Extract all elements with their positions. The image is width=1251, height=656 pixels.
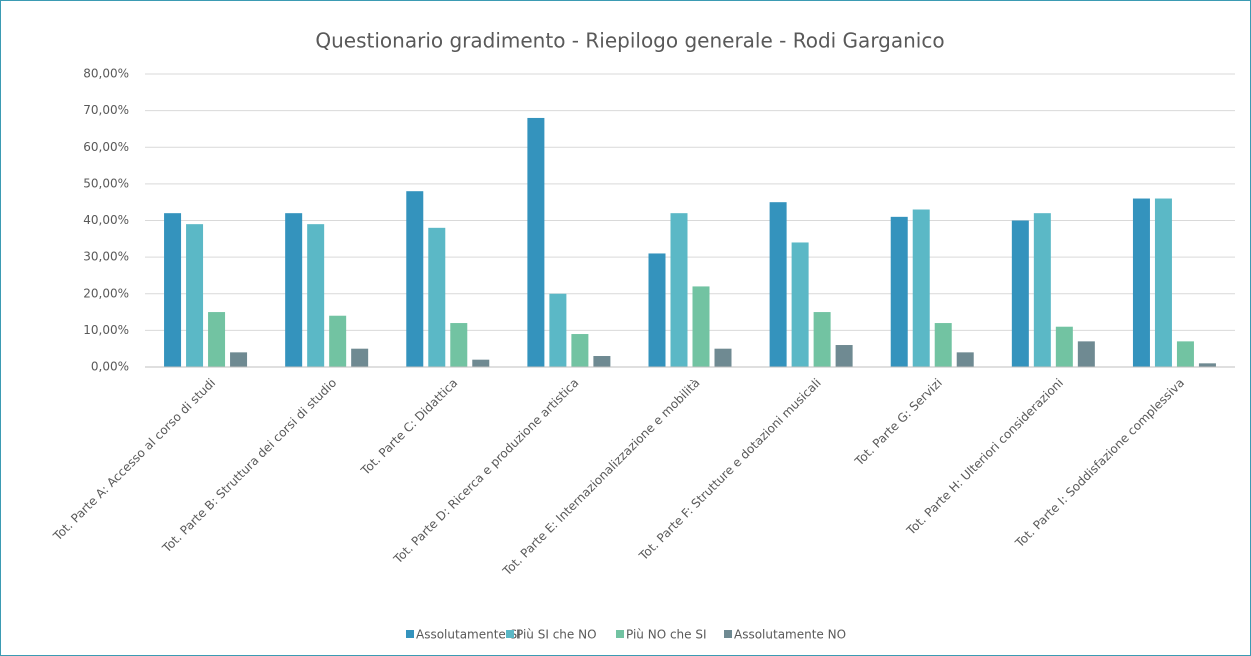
bar	[351, 348, 369, 367]
bar	[1033, 213, 1051, 367]
bar	[527, 117, 545, 367]
bar	[1077, 341, 1095, 367]
y-tick-label: 70,00%	[83, 103, 129, 117]
legend-swatch	[616, 630, 624, 638]
bar	[428, 227, 446, 367]
bar	[791, 242, 809, 367]
bar	[648, 253, 666, 367]
legend-label: Assolutamente NO	[734, 628, 846, 642]
legend-label: Più SI che NO	[516, 628, 597, 642]
bar	[1154, 198, 1172, 367]
bar	[285, 213, 303, 367]
bar	[186, 224, 204, 367]
legend-swatch	[406, 630, 414, 638]
legend-label: Assolutamente SI	[416, 628, 521, 642]
bar	[1176, 341, 1194, 367]
bar	[1198, 363, 1216, 367]
y-tick-label: 80,00%	[83, 67, 129, 81]
y-tick-label: 0,00%	[91, 360, 129, 374]
chart-title: Questionario gradimento - Riepilogo gene…	[315, 29, 944, 53]
y-tick-label: 40,00%	[83, 213, 129, 227]
bar	[472, 359, 490, 367]
bar	[549, 293, 567, 367]
bar	[406, 191, 424, 367]
y-tick-label: 50,00%	[83, 176, 129, 190]
y-tick-label: 20,00%	[83, 286, 129, 300]
bar	[329, 315, 347, 367]
bar	[912, 209, 930, 367]
bar	[813, 312, 831, 367]
legend-label: Più NO che SI	[626, 628, 707, 642]
bar	[934, 323, 952, 367]
bar	[571, 334, 589, 367]
bar	[890, 216, 908, 367]
bar	[450, 323, 468, 367]
bar	[670, 213, 688, 367]
bar	[1011, 220, 1029, 367]
bar	[164, 213, 182, 367]
legend-swatch	[506, 630, 514, 638]
bar	[230, 352, 248, 367]
y-tick-label: 30,00%	[83, 250, 129, 264]
bar	[1055, 326, 1073, 367]
bar	[835, 345, 853, 367]
bar	[714, 348, 732, 367]
bar	[1132, 198, 1150, 367]
bar	[956, 352, 974, 367]
bar	[769, 202, 787, 367]
bar	[692, 286, 710, 367]
bar	[593, 356, 611, 367]
y-tick-label: 10,00%	[83, 323, 129, 337]
bar	[208, 312, 226, 367]
y-tick-label: 60,00%	[83, 140, 129, 154]
bar	[307, 224, 325, 367]
legend-swatch	[724, 630, 732, 638]
